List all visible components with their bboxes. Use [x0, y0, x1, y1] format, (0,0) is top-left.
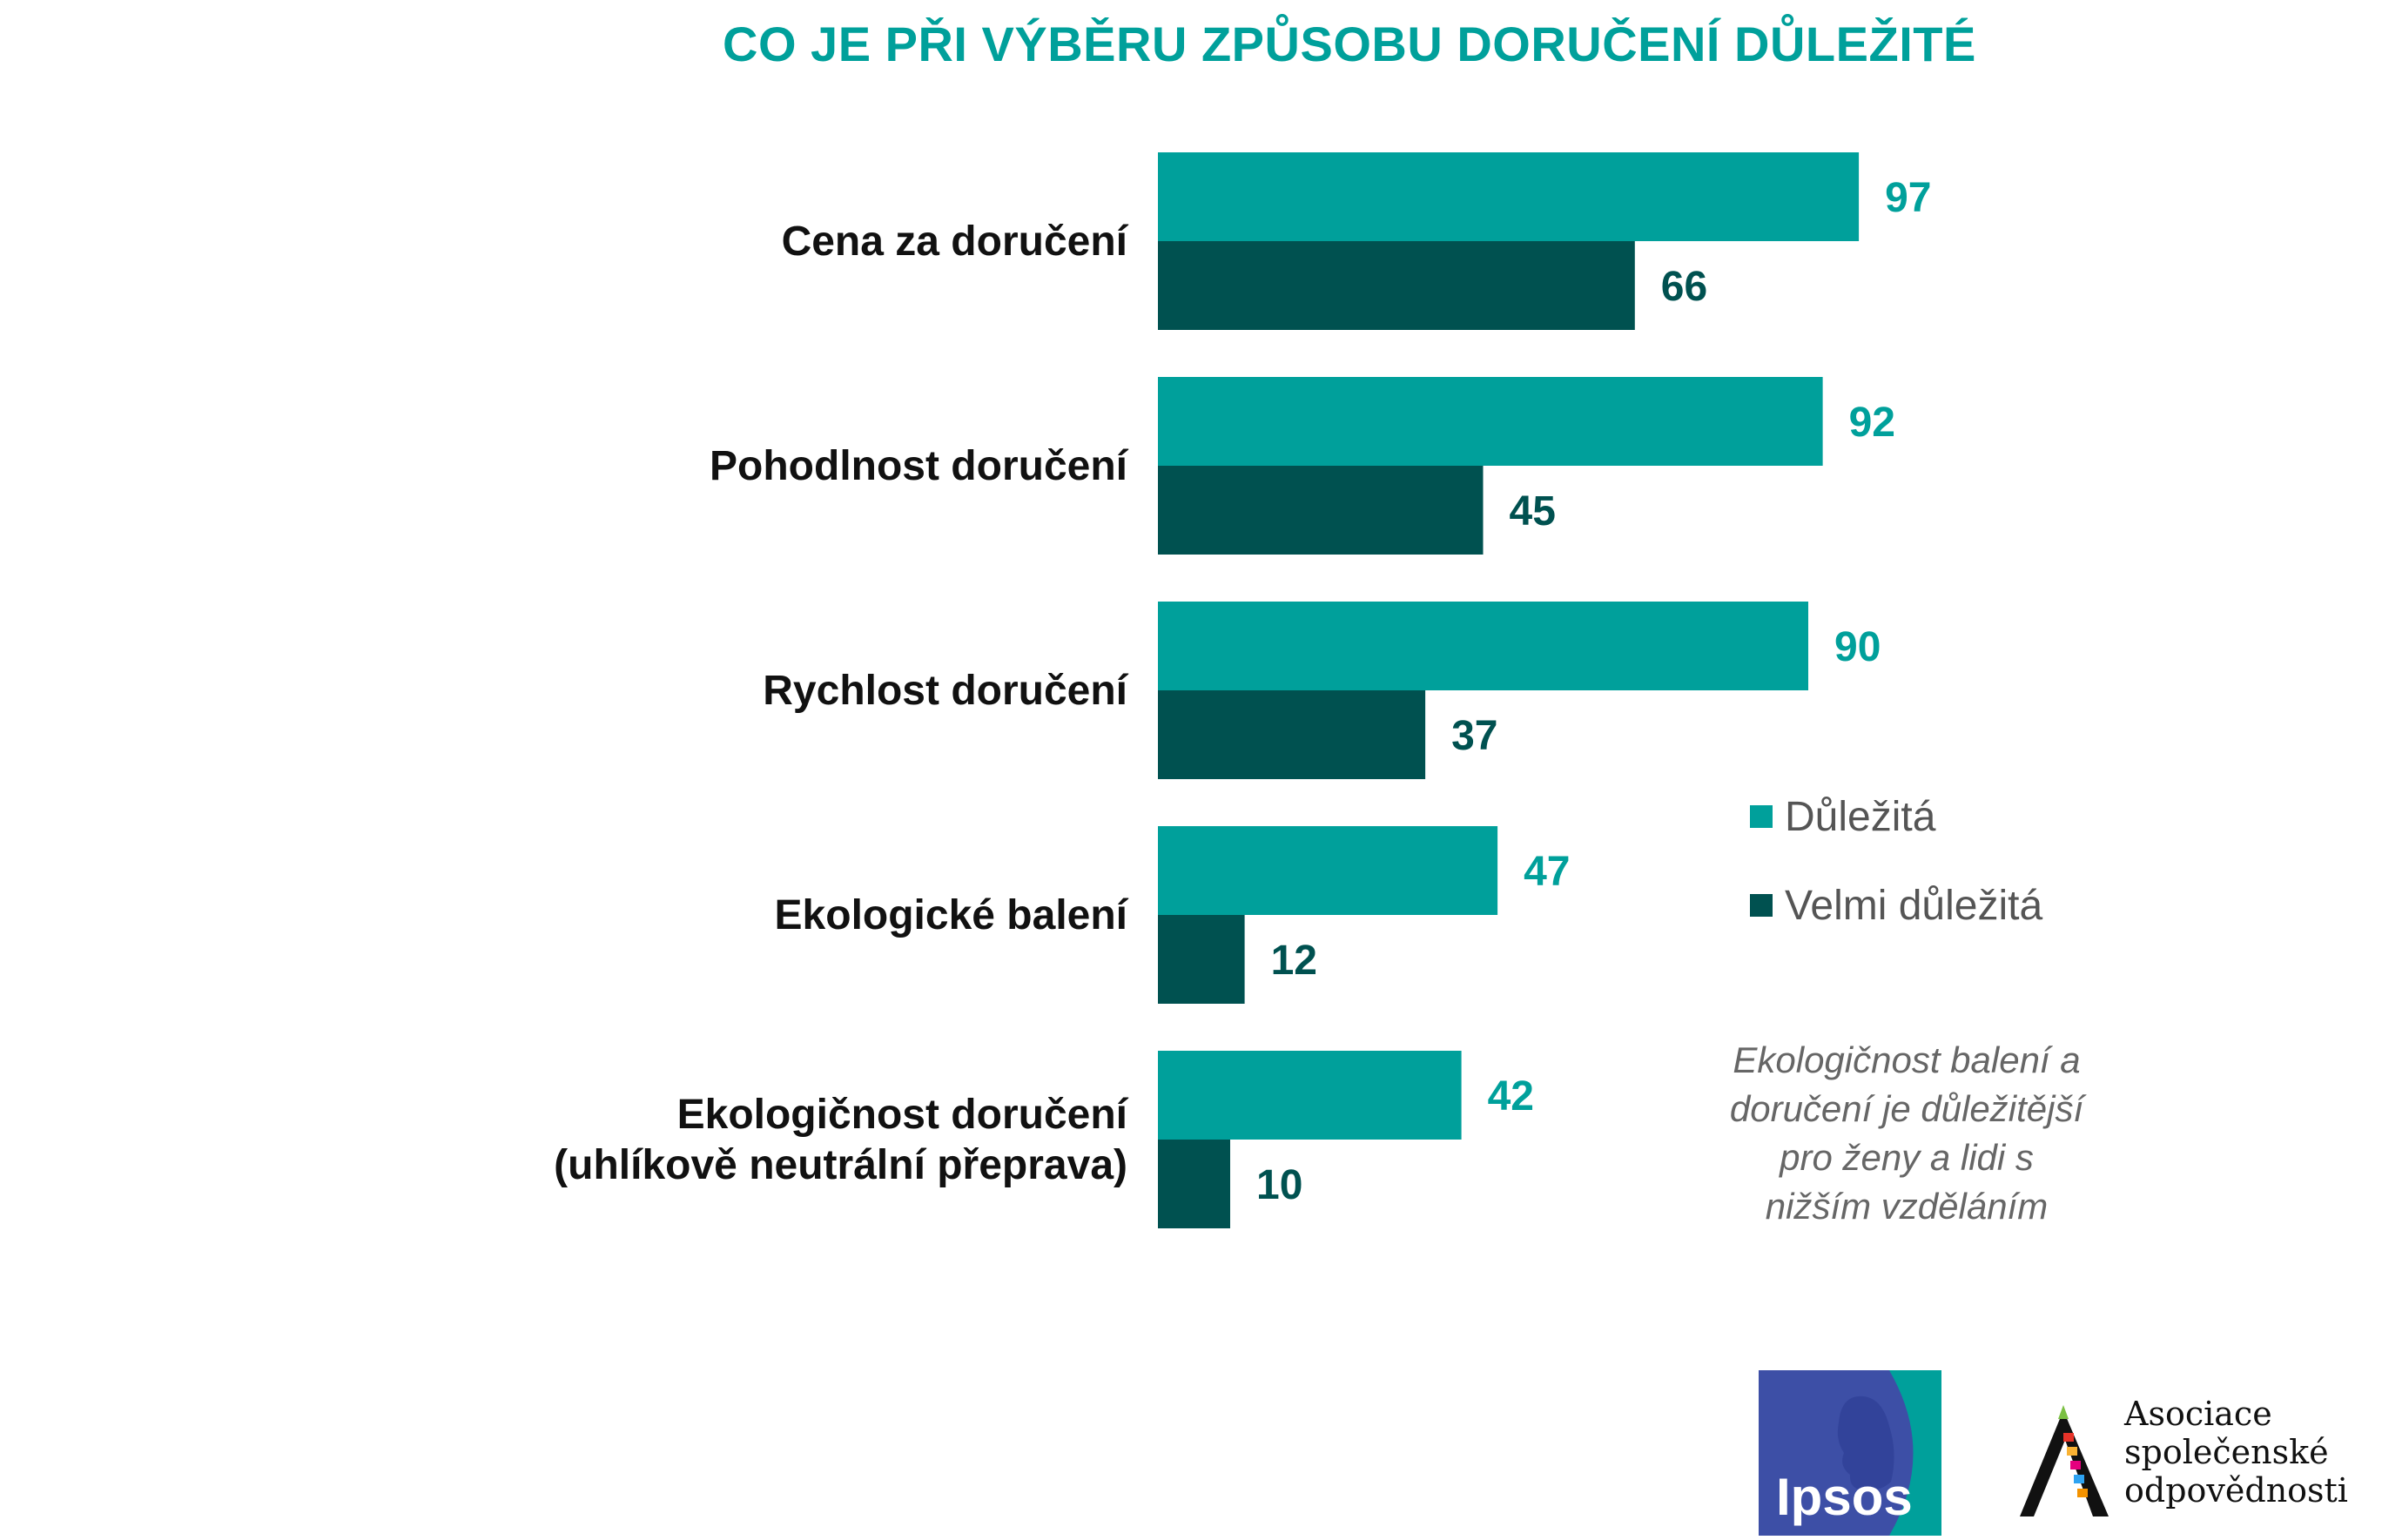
note-line: pro ženy a lidi s [1780, 1137, 2034, 1178]
bar-velmi-dulezita [1158, 1140, 1230, 1228]
value-label: 90 [1834, 624, 1881, 670]
category-label: Rychlost doručení [763, 668, 1128, 714]
annotation-note: Ekologičnost balení a doručení je důleži… [1680, 1036, 2133, 1231]
bar-velmi-dulezita [1158, 915, 1245, 1004]
value-label: 42 [1488, 1073, 1534, 1120]
ipsos-logo: Ipsos [1759, 1370, 1941, 1536]
legend-item-velmi-dulezita: Velmi důležitá [1750, 882, 2043, 929]
value-label: 97 [1885, 175, 1931, 221]
category-label: Ekologičnost doručení [677, 1092, 1129, 1138]
category-label: Ekologické balení [775, 892, 1129, 938]
note-line: doručení je důležitější [1729, 1088, 2084, 1129]
bar-chart: Cena za doručení 97 66 Pohodlnost doručení 9… [554, 152, 1931, 1228]
legend-swatch-dulezita [1750, 805, 1773, 828]
value-label: 47 [1524, 849, 1570, 895]
bar-velmi-dulezita [1158, 241, 1635, 330]
bar-dulezita [1158, 826, 1498, 915]
bar-velmi-dulezita [1158, 690, 1426, 779]
category-label: (uhlíkově neutrální přeprava) [554, 1142, 1127, 1188]
note-line: Ekologičnost balení a [1733, 1039, 2081, 1080]
category-label: Pohodlnost doručení [710, 443, 1129, 489]
legend-item-dulezita: Důležitá [1750, 793, 2042, 840]
asociace-logo: Asociace společenské odpovědnosti [2013, 1393, 2379, 1523]
chart-title: CO JE PŘI VÝBĚRU ZPŮSOBU DORUČENÍ DŮLEŽI… [723, 17, 1976, 71]
note-line: nižším vzděláním [1765, 1186, 2049, 1227]
legend: Důležitá Velmi důležitá [1750, 794, 2042, 972]
bar-dulezita [1158, 602, 1808, 690]
asociace-logo-line: společenské [2124, 1433, 2329, 1471]
ipsos-logo-text: Ipsos [1776, 1468, 1913, 1526]
value-label: 37 [1451, 713, 1497, 759]
asociace-logo-line: odpovědnosti [2124, 1471, 2348, 1510]
legend-swatch-velmi-dulezita [1750, 894, 1773, 917]
asociace-logo-text: Asociace společenské odpovědnosti [2124, 1395, 2348, 1510]
legend-label-dulezita: Důležitá [1785, 793, 1936, 840]
bar-dulezita [1158, 1051, 1462, 1140]
bar-velmi-dulezita [1158, 466, 1484, 555]
value-label: 12 [1271, 938, 1317, 984]
value-label: 66 [1661, 264, 1707, 310]
asociace-logo-line: Asociace [2124, 1395, 2272, 1433]
value-label: 45 [1510, 488, 1556, 535]
value-label: 92 [1849, 400, 1895, 446]
value-label: 10 [1256, 1162, 1302, 1208]
bar-dulezita [1158, 377, 1823, 466]
bar-dulezita [1158, 152, 1860, 241]
legend-label-velmi-dulezita: Velmi důležitá [1785, 882, 2043, 929]
category-label: Cena za doručení [782, 219, 1129, 265]
